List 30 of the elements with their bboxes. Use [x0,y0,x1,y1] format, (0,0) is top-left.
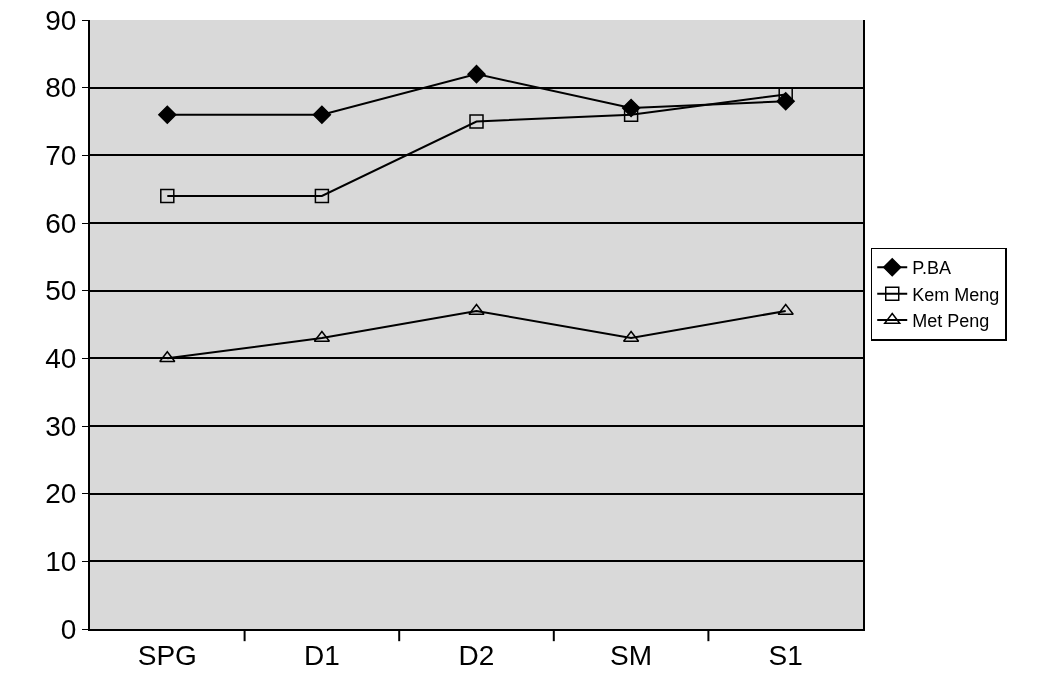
x-tick-label: SPG [137,639,197,671]
point [469,114,484,129]
point [623,107,639,122]
x-tick-label: D1 [304,639,340,671]
y-tick-label: 70 [45,140,77,172]
legend-label: Met Peng [912,311,990,332]
point [160,188,175,204]
y-tick-label: 20 [45,478,77,510]
point [622,330,640,343]
y-tick-label: 90 [45,4,77,36]
point [312,105,332,124]
y-tick-label: 0 [60,613,77,645]
legend-label: Kem Meng [912,284,1000,305]
y-tick-label: 40 [45,343,77,375]
y-tick-label: 30 [45,410,77,442]
x-tick-label: SM [610,639,653,671]
point [467,64,486,84]
point [314,188,330,204]
point [468,303,485,315]
y-tick-label: 50 [45,275,77,307]
y-tick-label: 10 [45,546,77,578]
point [777,303,794,315]
point [159,351,176,363]
y-tick-label: 80 [45,72,77,104]
x-tick-label: S1 [768,639,803,671]
legend-label: P.BA [912,258,951,279]
point [313,330,331,343]
x-tick-label: D2 [458,639,495,671]
point [158,105,177,124]
y-tick-label: 60 [45,207,77,239]
